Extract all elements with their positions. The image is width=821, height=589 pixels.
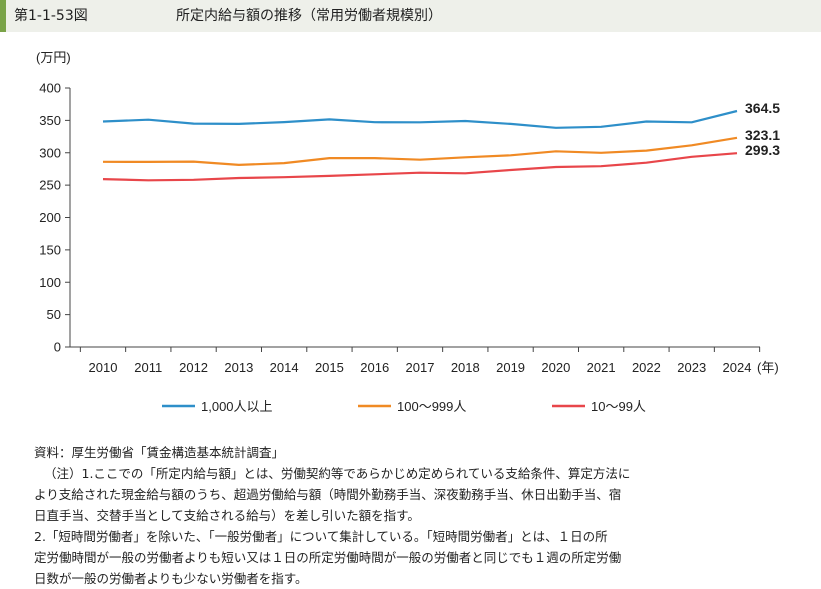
note-1-line-1: （注）1.ここでの「所定内給与額」とは、労働契約等であらかじめ定められている支給… [44, 466, 631, 481]
end-value-label-1: 323.1 [745, 127, 780, 143]
y-tick-label: 0 [54, 340, 61, 355]
x-tick-label: 2021 [587, 360, 616, 375]
x-tick-label: 2012 [179, 360, 208, 375]
legend-label-2: 10〜99人 [591, 399, 646, 414]
legend: 1,000人以上 100〜999人 10〜99人 [162, 399, 646, 414]
y-tick-label: 200 [39, 210, 61, 225]
end-value-label-0: 364.5 [745, 100, 780, 116]
x-axis: 2010 2011 2012 2013 2014 2015 2016 2017 2018 2019… [70, 346, 779, 375]
y-axis-unit: (万円) [36, 50, 71, 65]
x-tick-label: 2010 [89, 360, 118, 375]
y-tick-label: 350 [39, 113, 61, 128]
x-tick-label: 2016 [360, 360, 389, 375]
x-tick-label: 2023 [677, 360, 706, 375]
x-tick-label: 2018 [451, 360, 480, 375]
series-line-1 [102, 136, 738, 167]
figure-header: 第1-1-53図 所定内給与額の推移（常用労働者規模別） [0, 0, 821, 32]
y-tick-label: 250 [39, 178, 61, 193]
y-axis: (万円) 0 50 100 150 200 250 300 350 400 [36, 50, 71, 355]
x-tick-label: 2015 [315, 360, 344, 375]
y-tick-label: 150 [39, 242, 61, 257]
figure-title: 所定内給与額の推移（常用労働者規模別） [176, 8, 442, 24]
x-tick-label: 2024 [723, 360, 752, 375]
note-2-line-3: 日数が一般の労働者よりも少ない労働者を指す。 [34, 571, 308, 586]
notes-section: 資料：厚生労働省「賃金構造基本統計調査」 （注）1.ここでの「所定内給与額」とは… [34, 442, 794, 589]
x-tick-label: 2013 [224, 360, 253, 375]
end-value-label-2: 299.3 [745, 142, 780, 158]
series-line-2 [102, 152, 738, 182]
legend-label-1: 100〜999人 [397, 399, 466, 414]
x-tick-label: 2020 [541, 360, 570, 375]
note-1-line-3: 日直手当、交替手当として支給される給与）を差し引いた額を指す。 [34, 508, 420, 523]
source-note: 資料：厚生労働省「賃金構造基本統計調査」 [34, 445, 285, 460]
x-tick-label: 2019 [496, 360, 525, 375]
note-2-line-1: 2.「短時間労働者」を除いた、「一般労働者」について集計している。「短時間労働者… [34, 529, 608, 544]
x-axis-unit: (年) [757, 360, 779, 375]
series-lines [102, 109, 738, 182]
x-tick-label: 2022 [632, 360, 661, 375]
note-1-line-2: より支給された現金給与額のうち、超過労働給与額（時間外勤務手当、深夜勤務手当、休… [34, 487, 622, 502]
x-tick-label: 2014 [270, 360, 299, 375]
y-tick-label: 50 [47, 307, 61, 322]
x-tick-label: 2011 [134, 360, 162, 375]
legend-label-0: 1,000人以上 [201, 399, 273, 414]
note-2-line-2: 定労働時間が一般の労働者よりも短い又は１日の所定労働時間が一般の労働者と同じでも… [34, 550, 622, 565]
series-line-0 [102, 109, 738, 129]
y-tick-label: 400 [39, 81, 61, 96]
x-tick-label: 2017 [406, 360, 435, 375]
figure-id: 第1-1-53図 [14, 8, 88, 24]
y-tick-label: 300 [39, 145, 61, 160]
header-accent-bar [0, 0, 6, 32]
y-tick-label: 100 [39, 275, 61, 290]
